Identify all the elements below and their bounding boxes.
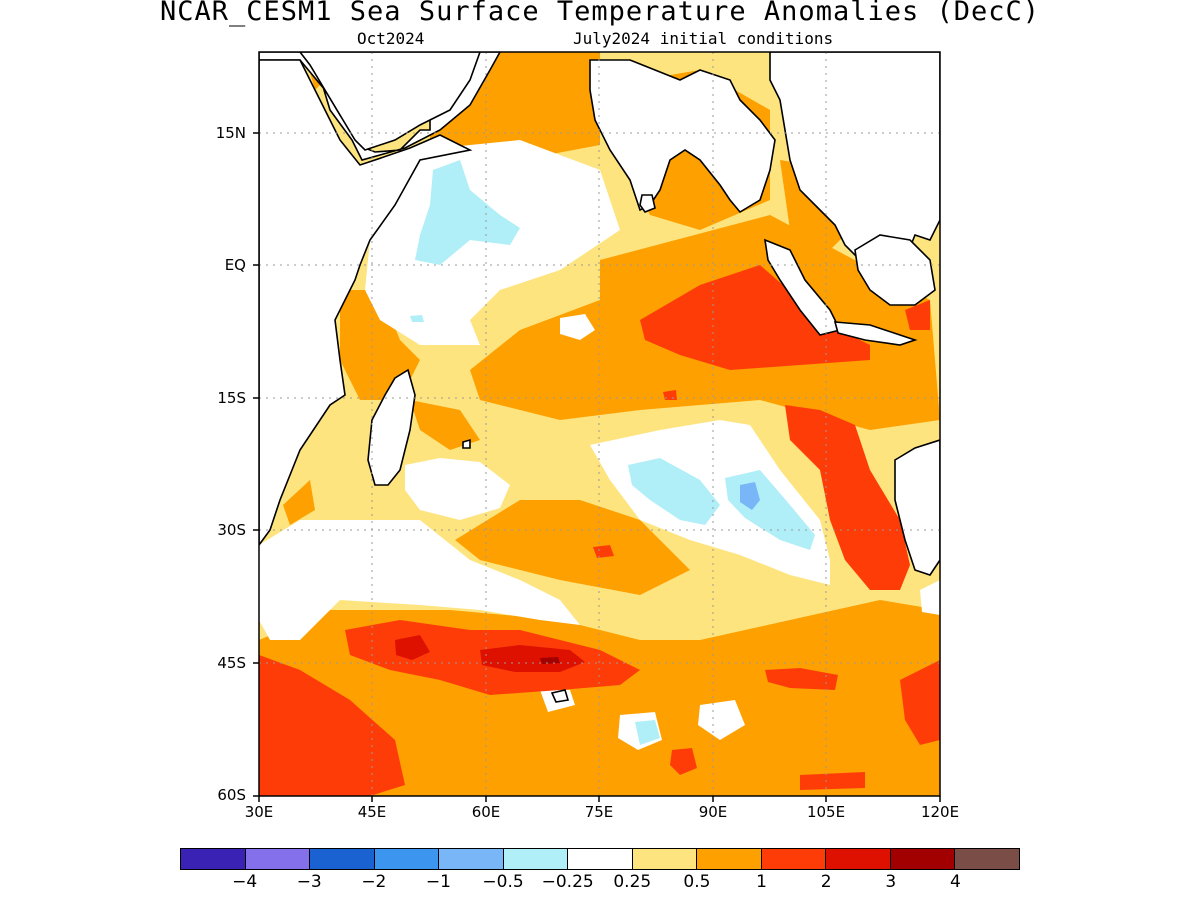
colorbar-label: −2	[361, 872, 387, 892]
grid-lines	[259, 52, 940, 796]
anomaly-band-blue	[740, 482, 760, 510]
axis-ticks	[253, 132, 941, 802]
colorbar-label: 4	[949, 872, 961, 892]
lon-label: 90E	[698, 803, 728, 821]
forecast-month: Oct2024	[357, 29, 425, 48]
colorbar-label: 1	[756, 872, 767, 892]
lon-label: 105E	[806, 803, 846, 821]
lon-label: 120E	[920, 803, 960, 821]
land-sumatra	[764, 238, 842, 336]
colorbar	[180, 848, 1020, 870]
colorbar-swatch	[761, 849, 827, 869]
colorbar-swatch	[503, 849, 569, 869]
lat-label: 45S	[217, 654, 246, 672]
land-borneo	[854, 234, 936, 306]
colorbar-swatch	[697, 849, 762, 869]
lat-label: 30S	[217, 521, 246, 539]
colorbar-label: −1	[425, 872, 451, 892]
colorbar-label: 0.25	[613, 872, 652, 892]
land-java	[833, 321, 918, 346]
colorbar-swatch	[245, 849, 311, 869]
lon-label: 45E	[357, 803, 387, 821]
lat-label: EQ	[224, 256, 246, 274]
colorbar-swatch	[890, 849, 956, 869]
land-madagascar	[367, 368, 416, 486]
colorbar-swatch	[439, 849, 504, 869]
lon-label: 60E	[471, 803, 501, 821]
colorbar-swatch	[826, 849, 891, 869]
land-southeast-asia	[769, 52, 940, 262]
map-title: NCAR_CESM1 Sea Surface Temperature Anoma…	[159, 0, 1041, 27]
land-india	[589, 59, 776, 214]
colorbar-swatch	[632, 849, 698, 869]
land-sri-lanka	[639, 194, 656, 213]
lon-label: 75E	[584, 803, 614, 821]
land-reunion	[462, 438, 471, 449]
initial-conditions: July2024 initial conditions	[573, 29, 834, 48]
colorbar-label: −0.25	[541, 872, 594, 892]
colorbar-label: −4	[232, 872, 258, 892]
colorbar-swatch	[310, 849, 375, 869]
colorbar-swatch	[955, 849, 1019, 869]
colorbar-label: 0.5	[683, 872, 711, 892]
colorbar-label: 3	[885, 872, 897, 892]
anomaly-band-maroon	[540, 657, 560, 664]
colorbar-swatch	[374, 849, 440, 869]
lon-label: 30E	[244, 803, 274, 821]
land-australia	[894, 439, 940, 576]
lat-label: 15S	[217, 389, 246, 407]
colorbar-label: −3	[296, 872, 322, 892]
land-east-africa	[259, 59, 473, 547]
colorbar-swatch	[568, 849, 633, 869]
colorbar-swatch	[181, 849, 246, 869]
lat-label: 60S	[217, 786, 246, 804]
colorbar-label: −0.5	[482, 872, 524, 892]
anomaly-band-darkred	[395, 635, 585, 672]
lat-label: 15N	[215, 124, 246, 142]
land-coastlines	[259, 52, 940, 703]
colorbar-label: 2	[820, 872, 832, 892]
land-arabia	[298, 52, 481, 151]
land-kerguelen	[550, 689, 570, 703]
